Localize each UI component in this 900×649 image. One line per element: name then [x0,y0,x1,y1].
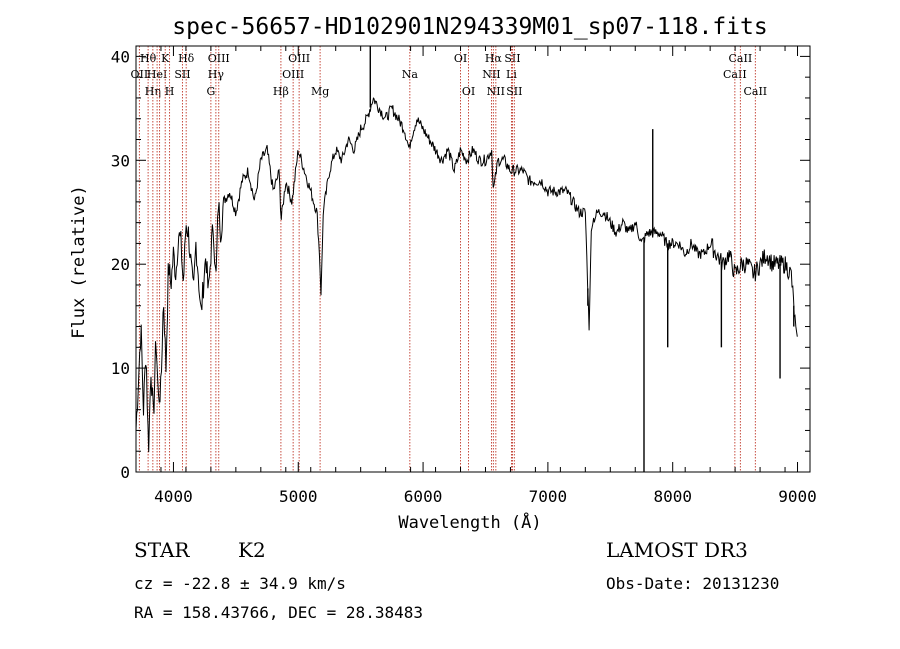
spectral-line-label: G [206,85,215,98]
spectral-line-markers: OII Hθ Hη HeI K H SII Hδ G Hγ OIII Hβ OIII OIII Mg Na OI… [131,46,767,472]
spectral-line-label: NII [487,85,505,98]
spectral-line-label: CaII [723,68,747,81]
spectral-line-label: OIII [282,68,304,81]
x-tick-label: 8000 [653,487,692,506]
x-axis-label: Wavelength (Å) [398,511,541,533]
x-tick-label: 4000 [154,487,193,506]
y-tick-label: 20 [111,255,130,274]
spectral-line-label: SII [504,52,520,65]
spectral-line-label: CaII [743,85,767,98]
x-tick-label: 5000 [279,487,318,506]
spectral-line-label: OI [454,52,467,65]
x-tick-label: 7000 [529,487,568,506]
x-tick-label: 9000 [778,487,817,506]
spectral-line-label: Hη [145,85,161,98]
spectral-line-label: CaII [729,52,753,65]
spectral-line-label: Hβ [273,85,289,98]
flux-series [135,46,798,472]
spectral-line-label: Hα [485,52,503,65]
spectral-line-label: Hδ [178,52,195,65]
axes: 4000 5000 6000 7000 8000 9000 0 10 20 30 40 [111,46,817,506]
survey-name: LAMOST DR3 [606,538,748,562]
y-tick-label: 0 [120,463,130,482]
coordinates: RA = 158.43766, DEC = 28.38483 [134,603,423,622]
chart-title: spec-56657-HD102901N294339M01_sp07-118.f… [172,14,767,40]
spectral-line-label: SII [506,85,522,98]
y-axis-label: Flux (relative) [69,185,89,339]
spectral-line-label: Hγ [208,68,225,81]
y-tick-label: 40 [111,47,130,66]
spectral-line-label: NII [482,68,500,81]
x-tick-label: 6000 [404,487,443,506]
y-tick-label: 30 [111,151,130,170]
plot-frame [135,45,811,473]
spectral-line-label: HeI [147,68,167,81]
spectral-line-label: OI [462,85,475,98]
spectral-line-label: SII [174,68,190,81]
spectral-line-label: OIII [288,52,310,65]
spectral-line-label: K [161,52,170,65]
redshift-cz: cz = -22.8 ± 34.9 km/s [134,574,346,593]
obs-date: Obs-Date: 20131230 [606,574,780,593]
object-class: STAR [134,538,190,562]
spectral-line-label: Li [506,68,517,81]
spectral-line-label: OII [131,68,149,81]
spectral-line-label: OIII [208,52,230,65]
spectral-line-label: Hθ [140,52,157,65]
spectral-line-label: Mg [311,85,329,98]
flux-line [135,97,798,453]
object-subclass: K2 [238,538,266,562]
spectral-line-label: Na [402,68,419,81]
spectral-line-label: H [165,85,175,98]
y-tick-label: 10 [111,359,130,378]
